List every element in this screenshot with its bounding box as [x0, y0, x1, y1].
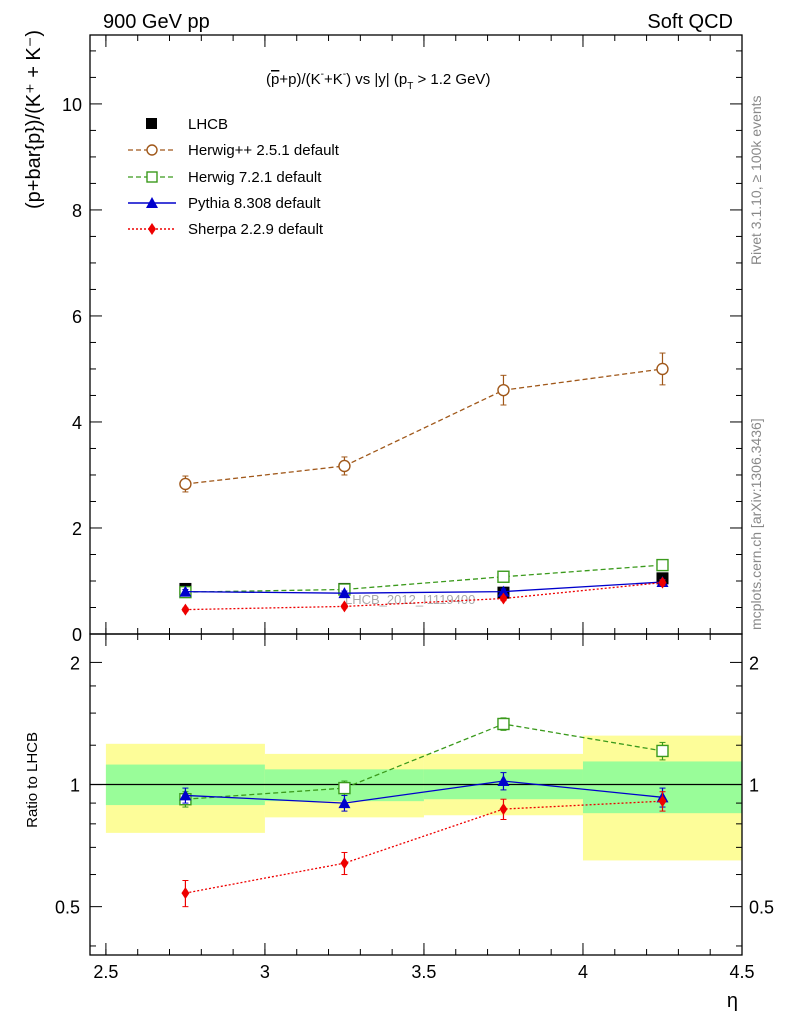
ratio-y-tick-label-right: 0.5 [749, 898, 774, 918]
plot-title: (p+p)/(K-+K-) vs |y| (pT > 1.2 GeV) [266, 69, 490, 92]
main-point-pythia [338, 587, 351, 599]
ratio-panel: 2.5 3 3.5 4 4.5 0.5 0.5 1 1 2 2 [55, 35, 774, 982]
ratio-frame-border [89, 633, 743, 956]
legend-marker-herwig7 [146, 171, 158, 183]
ratio-point-pythia [338, 797, 351, 809]
legend-label-lhcb: LHCB [188, 116, 228, 133]
ratio-y-tick-label: 1 [70, 776, 80, 796]
main-point-sherpa [340, 600, 349, 613]
ratio-y-tick-label: 2 [70, 653, 80, 673]
main-point-herwig-pp [179, 477, 192, 491]
main-series [179, 352, 669, 616]
x-axis-title: η [727, 990, 738, 1012]
main-point-pythia [179, 585, 192, 597]
x-tick-label: 2.5 [93, 962, 118, 982]
legend-label-herwig-pp: Herwig++ 2.5.1 default [188, 142, 340, 159]
ratio-y-tick-label: 0.5 [55, 898, 80, 918]
main-point-sherpa [181, 603, 190, 616]
main-line-herwig-pp [185, 368, 663, 485]
x-tick-label: 4.5 [729, 962, 754, 982]
main-point-sherpa [658, 576, 667, 589]
legend-marker-sherpa [148, 223, 156, 235]
ratio-point-pythia [497, 775, 510, 787]
main-panel: 0 2 4 6 8 10 [62, 34, 743, 645]
main-y-tick-label: 6 [72, 307, 82, 327]
ratio-point-herwig7 [338, 781, 351, 795]
mcplots-label: mcplots.cern.ch [arXiv:1306.3436] [748, 418, 764, 630]
analysis-watermark: LHCB_2012_I1119400 [345, 592, 475, 607]
main-y-tick-label: 4 [72, 413, 82, 433]
ratio-y-axis-title: Ratio to LHCB [24, 732, 41, 828]
legend-label-sherpa: Sherpa 2.2.9 default [188, 221, 324, 238]
ratio-point-sherpa [499, 803, 508, 816]
main-point-herwig-pp [656, 362, 669, 376]
ratio-point-pythia [179, 789, 192, 801]
collision-label: 900 GeV pp [103, 11, 210, 33]
ratio-point-sherpa [340, 857, 349, 870]
legend-label-herwig7: Herwig 7.2.1 default [188, 169, 322, 186]
main-point-herwig-pp [497, 383, 510, 397]
main-point-sherpa [499, 592, 508, 605]
legend: LHCB Herwig++ 2.5.1 default Herwig 7.2.1… [128, 116, 340, 238]
x-tick-label: 3.5 [411, 962, 436, 982]
main-line-pythia [185, 581, 663, 594]
ratio-bands [105, 735, 742, 861]
ratio-y-tick-label-right: 1 [749, 776, 759, 796]
main-y-tick-label: 8 [72, 201, 82, 221]
legend-label-pythia: Pythia 8.308 default [188, 195, 321, 212]
main-line-herwig7 [185, 564, 663, 593]
main-y-tick-label: 10 [62, 95, 82, 115]
x-tick-label: 4 [578, 962, 588, 982]
ratio-series [179, 717, 669, 908]
legend-marker-pythia [146, 197, 158, 208]
x-tick-label: 3 [260, 962, 270, 982]
legend-marker-lhcb [146, 118, 157, 129]
main-y-tick-label: 0 [72, 625, 82, 645]
legend-marker-herwig-pp [146, 144, 158, 156]
main-point-herwig7 [497, 570, 510, 583]
ratio-line-herwig7 [185, 723, 663, 800]
ratio-point-sherpa [181, 887, 190, 900]
main-point-pythia [497, 585, 510, 597]
main-point-herwig7 [656, 558, 669, 572]
pbar-symbol: p [271, 71, 279, 88]
main-y-axis-title: (p+bar{p})/(K⁺ + K⁻) [23, 30, 45, 209]
main-point-herwig-pp [338, 459, 351, 473]
ratio-line-sherpa [185, 800, 663, 894]
ratio-y-tick-label-right: 2 [749, 653, 759, 673]
rivet-label: Rivet 3.1.10, ≥ 100k events [748, 95, 764, 265]
ratio-point-herwig7 [497, 717, 510, 731]
category-label: Soft QCD [647, 11, 733, 33]
main-y-tick-label: 2 [72, 519, 82, 539]
ratio-point-herwig7 [656, 744, 669, 758]
ratio-point-sherpa [658, 795, 667, 808]
ratio-line-pythia [185, 780, 663, 804]
